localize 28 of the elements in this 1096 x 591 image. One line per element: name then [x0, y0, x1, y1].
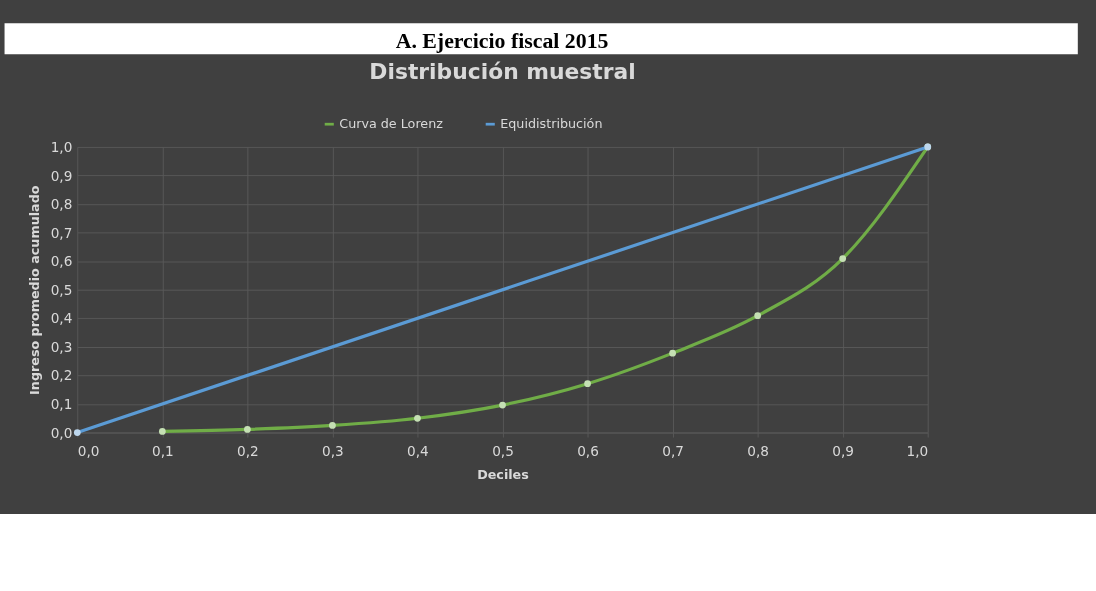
- legend-label: Equidistribución: [500, 115, 603, 131]
- x-tick-label: 0,6: [577, 442, 599, 459]
- x-tick-label: 0,4: [407, 442, 429, 459]
- y-tick-label: 0,2: [50, 367, 73, 384]
- x-tick-label: 0,3: [322, 442, 344, 459]
- chart-title: Distribución muestral: [369, 58, 636, 84]
- y-tick-label: 0,6: [50, 253, 73, 270]
- chart-subtitle: A. Ejercicio fiscal 2015: [395, 28, 609, 53]
- x-tick-label: 0,8: [747, 442, 769, 459]
- x-tick-label: 0,7: [662, 442, 684, 459]
- y-tick-label: 0,1: [50, 395, 73, 412]
- y-tick-label: 0,7: [50, 224, 73, 241]
- y-tick-label: 0,5: [50, 281, 73, 298]
- x-tick-label: 0,0: [77, 442, 100, 459]
- x-tick-label: 0,9: [832, 442, 854, 459]
- x-tick-label: 0,5: [492, 442, 514, 459]
- x-axis-title: Deciles: [477, 467, 529, 483]
- y-tick-label: 0,3: [50, 338, 73, 355]
- x-tick-label: 0,2: [237, 442, 259, 459]
- y-tick-label: 1,0: [50, 138, 73, 155]
- y-tick-label: 0,8: [50, 196, 73, 213]
- legend-label: Curva de Lorenz: [339, 115, 444, 131]
- y-tick-label: 0,0: [50, 424, 73, 441]
- y-tick-label: 0,9: [50, 167, 73, 184]
- y-axis-title: Ingreso promedio acumulado: [26, 185, 42, 395]
- x-tick-label: 1,0: [906, 442, 929, 459]
- x-tick-label: 0,1: [151, 442, 174, 459]
- y-tick-label: 0,4: [50, 310, 73, 327]
